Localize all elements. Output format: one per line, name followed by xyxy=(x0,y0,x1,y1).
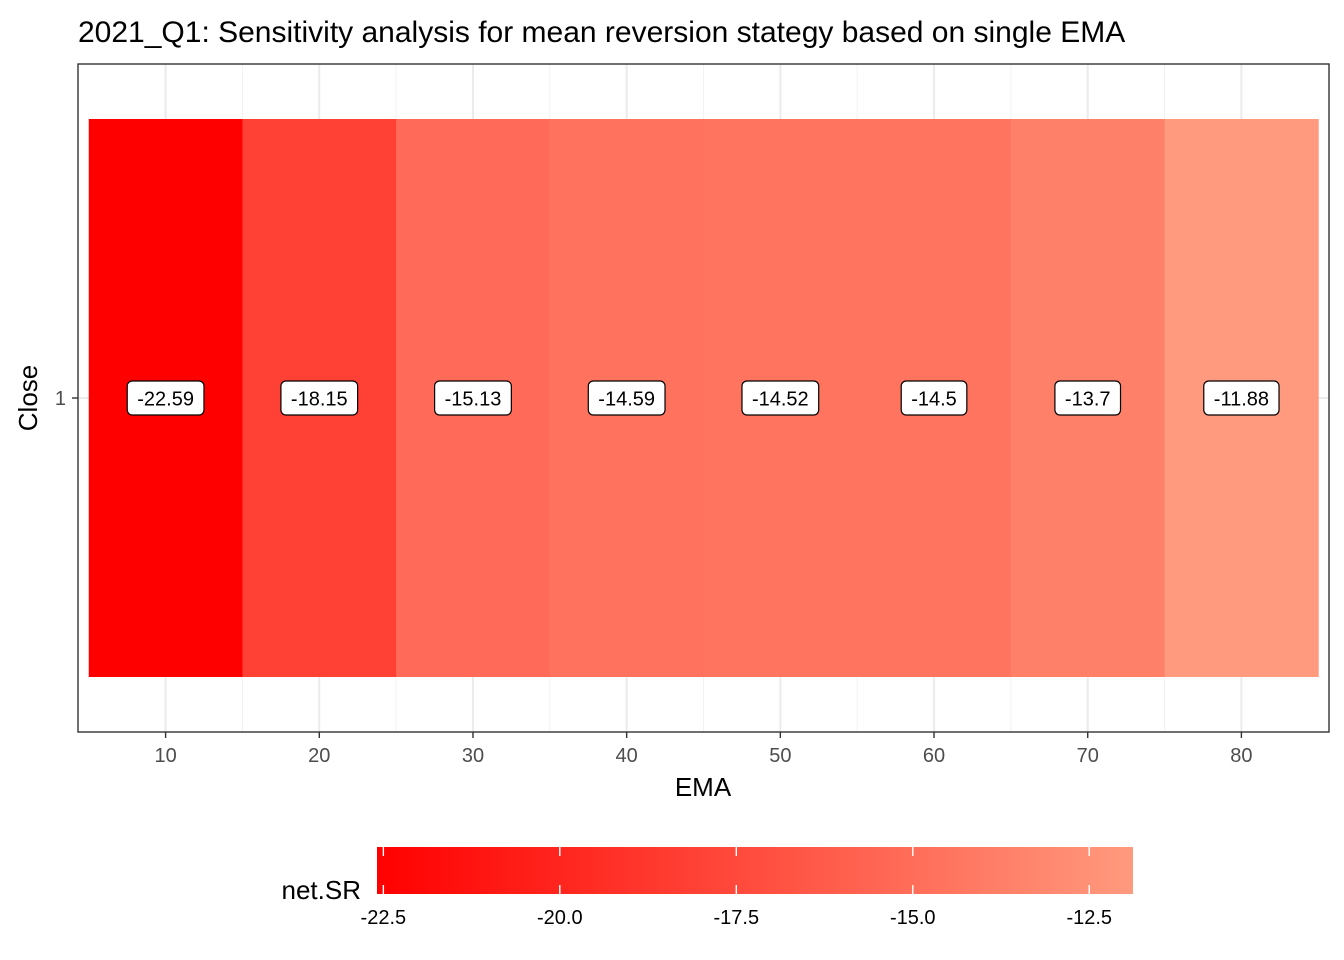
value-label-box xyxy=(587,380,666,416)
value-label-40: -14.59 xyxy=(587,380,666,416)
value-label-60: -14.5 xyxy=(900,380,968,416)
value-label-80: -11.88 xyxy=(1203,380,1280,416)
x-tick-label: 40 xyxy=(616,745,638,767)
value-label-50: -14.52 xyxy=(741,380,820,416)
value-label-box xyxy=(900,380,968,416)
x-tick-label: 70 xyxy=(1077,745,1099,767)
x-axis-title: EMA xyxy=(675,772,732,802)
value-label-text: -18.15 xyxy=(291,389,348,411)
value-label-70: -13.7 xyxy=(1054,380,1122,416)
legend-tick-label: -22.5 xyxy=(361,907,407,929)
x-tick-label: 60 xyxy=(923,745,945,767)
value-label-text: -13.7 xyxy=(1065,389,1111,411)
value-label-text: -15.13 xyxy=(445,389,502,411)
legend-tick-label: -12.5 xyxy=(1066,907,1112,929)
color-legend: net.SR -22.5 -20.0 -17.5 -15.0 -12.5 xyxy=(282,847,1133,929)
x-tick-label: 80 xyxy=(1230,745,1252,767)
heatmap-tiles xyxy=(88,119,1319,677)
value-label-10: -22.59 xyxy=(126,380,205,416)
legend-colorbar xyxy=(377,847,1133,894)
value-label-text: -14.59 xyxy=(598,389,655,411)
value-label-text: -14.52 xyxy=(752,389,809,411)
value-label-box xyxy=(280,380,359,416)
value-label-text: -11.88 xyxy=(1214,389,1269,411)
value-label-20: -18.15 xyxy=(280,380,359,416)
y-axis-title: Close xyxy=(13,365,43,431)
x-tick-label: 30 xyxy=(462,745,484,767)
value-label-box xyxy=(434,380,512,416)
x-tick-label: 50 xyxy=(769,745,791,767)
y-tick-label: 1 xyxy=(55,388,66,410)
x-tick-label: 10 xyxy=(154,745,176,767)
value-label-box xyxy=(1054,380,1122,416)
axes: 10 20 30 40 50 60 70 80 1 xyxy=(55,388,1253,767)
chart-title: 2021_Q1: Sensitivity analysis for mean r… xyxy=(78,16,1125,49)
legend-tick-label: -17.5 xyxy=(713,907,759,929)
x-tick-label: 20 xyxy=(308,745,330,767)
legend-title: net.SR xyxy=(282,875,362,905)
value-label-box xyxy=(126,380,205,416)
value-label-box xyxy=(741,380,820,416)
value-label-box xyxy=(1203,380,1280,416)
value-label-text: -22.59 xyxy=(137,389,194,411)
legend-tick-label: -20.0 xyxy=(537,907,583,929)
value-label-30: -15.13 xyxy=(434,380,512,416)
value-label-text: -14.5 xyxy=(911,389,957,411)
legend-tick-label: -15.0 xyxy=(890,907,936,929)
value-labels: -22.59 -18.15 -15.13 -14.59 -14.52 -14.5 -13.7… xyxy=(126,380,1280,416)
